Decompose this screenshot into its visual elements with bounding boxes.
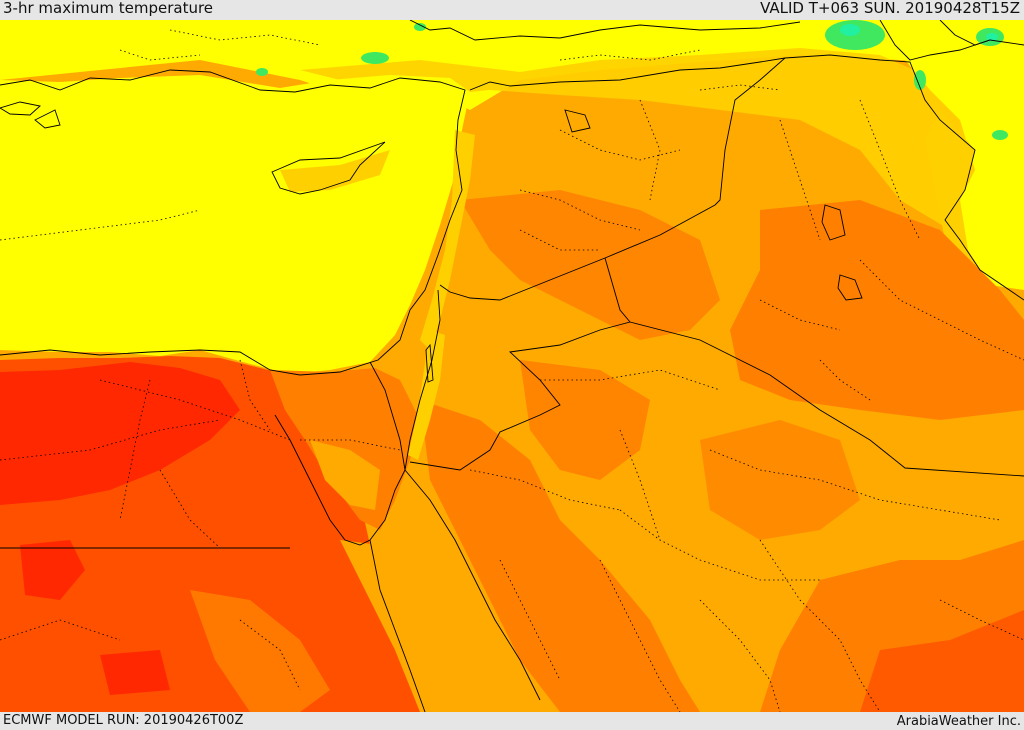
field-red-patch-2 xyxy=(100,650,170,695)
field-amber-red-sea xyxy=(340,540,500,712)
field-aqua-northeast xyxy=(986,33,998,41)
field-light-orange-turkey-coast xyxy=(280,150,390,192)
field-light-orange-north xyxy=(300,48,980,230)
field-red-patch-1 xyxy=(20,540,85,600)
field-orange-syria-jordan xyxy=(460,190,720,340)
field-green-zagros-1 xyxy=(992,130,1008,140)
coastlines xyxy=(0,20,1024,712)
map-title: 3-hr maximum temperature xyxy=(3,0,214,17)
map-header: 3-hr maximum temperature VALID T+063 SUN… xyxy=(0,0,1024,20)
field-orange-najd xyxy=(700,420,860,540)
field-light-orange-jordan-valley xyxy=(408,330,445,460)
field-green-anatolia-3 xyxy=(414,23,426,31)
model-run: ECMWF MODEL RUN: 20190426T00Z xyxy=(3,713,244,728)
credit: ArabiaWeather Inc. xyxy=(896,714,1021,729)
field-amber-sinai xyxy=(310,440,380,510)
field-orange-iraq xyxy=(730,200,1024,420)
field-yellow-northeast xyxy=(900,20,1024,290)
field-green-anatolia-1 xyxy=(361,52,389,64)
field-aqua-caucasus xyxy=(840,24,860,36)
field-orange-nafud xyxy=(520,360,650,480)
field-yellow-mediterranean xyxy=(0,75,470,374)
field-red-orange-southeast xyxy=(860,610,1024,712)
field-green-zagros-2 xyxy=(914,70,926,90)
valid-time: VALID T+063 SUN. 20190428T15Z xyxy=(760,0,1020,17)
field-red-western-desert xyxy=(0,362,240,505)
map-footer: ECMWF MODEL RUN: 20190426T00Z ArabiaWeat… xyxy=(0,712,1024,729)
field-orange-hijaz xyxy=(420,400,700,712)
temperature-map[interactable] xyxy=(0,20,1024,712)
field-green-anatolia-2 xyxy=(256,68,268,76)
field-orange-nile xyxy=(190,590,330,712)
cyprus-coast xyxy=(271,141,386,195)
province-boundaries xyxy=(0,29,1024,712)
field-yellow-north xyxy=(0,20,1024,110)
